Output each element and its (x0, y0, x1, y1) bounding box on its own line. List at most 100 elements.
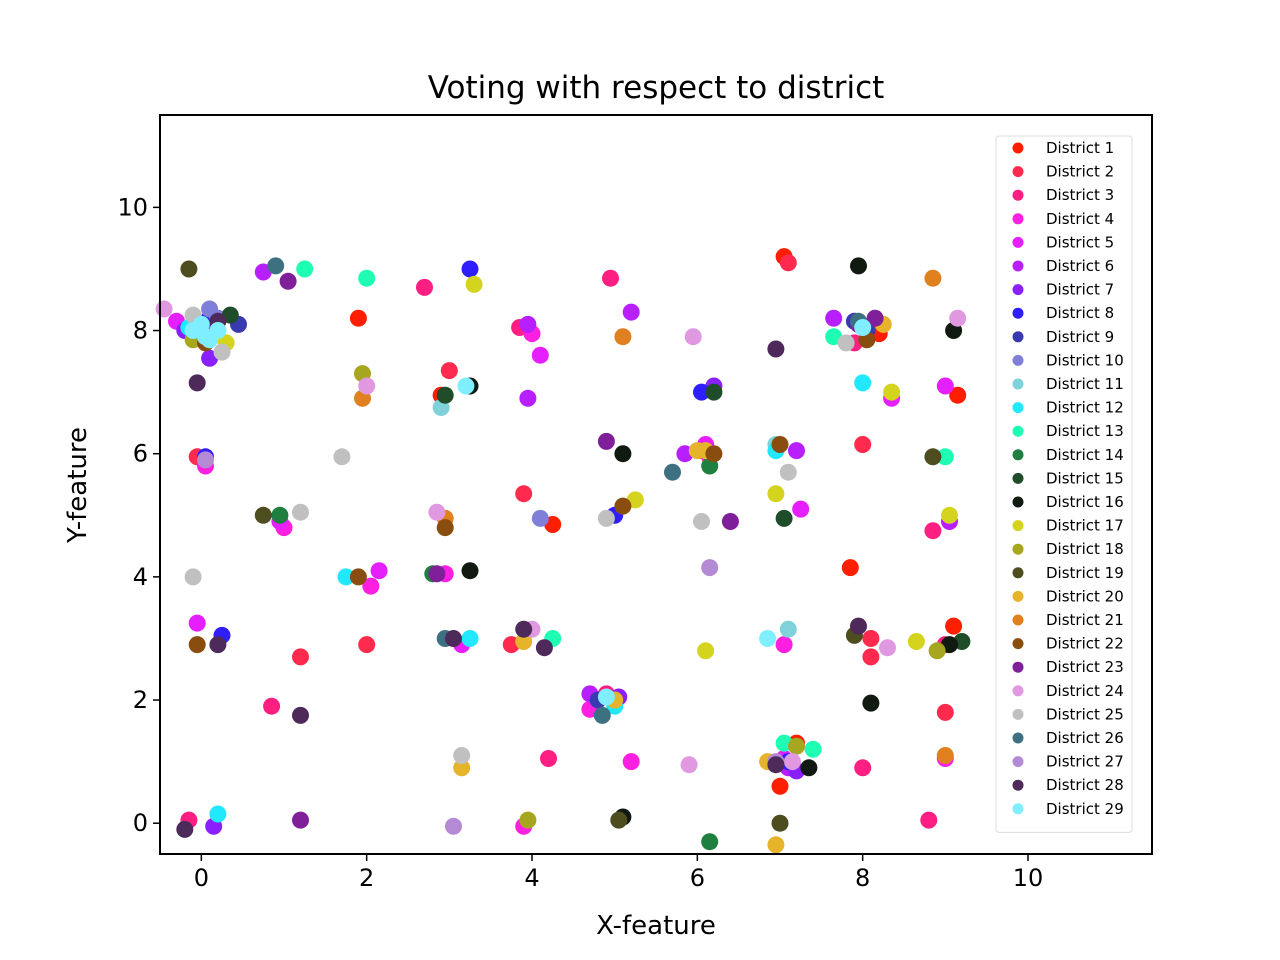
x-tick-label-6: 6 (690, 864, 705, 892)
data-point-s1-9 (949, 386, 967, 404)
legend-label-26: District 26 (1046, 729, 1124, 747)
legend-marker-16 (1012, 496, 1024, 508)
legend-marker-2 (1012, 166, 1024, 178)
data-point-s25-9 (213, 343, 231, 361)
points-layer (155, 248, 971, 854)
data-point-s28-3 (209, 636, 227, 654)
legend-label-10: District 10 (1046, 351, 1124, 369)
data-point-s29-8 (759, 630, 777, 647)
y-tick-label-4: 4 (133, 563, 148, 591)
data-point-s2-7 (779, 254, 797, 272)
legend-marker-23 (1012, 661, 1024, 673)
legend-label-4: District 4 (1046, 210, 1114, 228)
data-point-s19-1 (180, 260, 198, 278)
data-point-s24-2 (358, 377, 376, 395)
data-point-s3-5 (540, 750, 557, 767)
data-point-s11-2 (779, 620, 797, 638)
legend-label-25: District 25 (1046, 705, 1124, 723)
data-point-s2-4 (440, 362, 458, 380)
ticks-layer: 0 2 4 6 8 10 0 2 4 6 8 10 (117, 193, 1043, 892)
data-point-s29-6 (457, 377, 475, 395)
data-point-s2-3 (358, 636, 376, 654)
data-point-s17-5 (883, 383, 901, 401)
legend: District 1 District 2 District 3 District 4… (995, 135, 1133, 833)
legend-label-3: District 3 (1046, 186, 1114, 204)
data-point-s28-4 (292, 706, 309, 724)
data-point-s12-1 (209, 805, 227, 823)
data-point-s12-5 (854, 374, 872, 392)
data-point-s4-3 (362, 577, 380, 595)
data-point-s2-8 (854, 436, 872, 453)
data-point-s14-3 (701, 833, 719, 851)
data-point-s6-7 (788, 442, 805, 460)
data-point-s2-10 (862, 630, 880, 647)
x-axis-title: X-feature (596, 911, 716, 941)
data-point-s21-3 (614, 328, 632, 346)
data-point-s19-5 (924, 448, 942, 466)
data-point-s5-10 (936, 377, 954, 395)
data-point-s27-1 (701, 559, 719, 577)
legend-label-16: District 16 (1046, 493, 1124, 511)
data-point-s5-8 (792, 500, 810, 518)
legend-label-12: District 12 (1046, 399, 1124, 417)
legend-marker-5 (1012, 236, 1024, 248)
data-point-s6-8 (825, 309, 843, 327)
data-point-s6-5 (622, 303, 640, 321)
data-point-s1-2 (349, 309, 367, 327)
data-point-s24-9 (783, 753, 801, 771)
data-point-s29-9 (854, 319, 872, 336)
data-point-s10-2 (531, 509, 549, 527)
legend-marker-6 (1012, 260, 1024, 272)
data-point-s16-6 (850, 257, 867, 275)
legend-marker-8 (1012, 307, 1024, 319)
data-point-s25-3 (333, 448, 351, 466)
data-point-s4-8 (622, 753, 640, 771)
data-point-s24-5 (680, 756, 698, 774)
legend-box (995, 135, 1133, 833)
y-tick-label-6: 6 (133, 440, 148, 468)
data-point-s17-2 (465, 275, 483, 293)
legend-label-19: District 19 (1046, 564, 1124, 582)
x-tick-label-0: 0 (194, 864, 209, 892)
data-point-s28-8 (767, 340, 785, 358)
legend-label-9: District 9 (1046, 328, 1114, 346)
data-point-s29-7 (597, 688, 615, 706)
data-point-s25-8 (837, 334, 855, 352)
legend-marker-1 (1012, 142, 1024, 154)
data-point-s25-6 (693, 513, 710, 530)
chart-title: Voting with respect to district (428, 70, 885, 106)
legend-label-28: District 28 (1046, 776, 1124, 794)
data-point-s17-4 (767, 485, 785, 503)
data-point-s18-2 (519, 811, 537, 829)
data-point-s22-4 (436, 519, 454, 537)
data-point-s22-6 (705, 445, 723, 463)
data-point-s3-7 (602, 269, 619, 287)
legend-label-2: District 2 (1046, 163, 1114, 181)
data-point-s13-2 (358, 269, 376, 287)
legend-marker-14 (1012, 449, 1024, 461)
data-point-s23-2 (292, 811, 309, 829)
data-point-s3-12 (924, 522, 942, 540)
legend-marker-3 (1012, 189, 1024, 201)
data-point-s14-1 (271, 506, 289, 524)
legend-marker-28 (1012, 779, 1024, 791)
data-point-s26-4 (664, 463, 681, 481)
data-point-s21-5 (936, 747, 954, 764)
data-point-s3-3 (416, 278, 433, 296)
data-point-s17-6 (907, 633, 925, 650)
legend-marker-13 (1012, 425, 1024, 437)
data-point-s28-5 (445, 630, 462, 647)
data-point-s4-10 (775, 636, 793, 654)
data-point-s28-7 (535, 639, 553, 657)
y-tick-label-0: 0 (133, 809, 148, 837)
data-point-s15-3 (705, 383, 723, 401)
data-point-s16-5 (800, 759, 818, 777)
data-point-s18-3 (788, 737, 805, 755)
data-point-s24-1 (155, 300, 173, 318)
legend-marker-12 (1012, 402, 1024, 414)
legend-label-23: District 23 (1046, 658, 1124, 676)
data-point-s23-1 (279, 272, 297, 290)
legend-label-6: District 6 (1046, 257, 1114, 275)
